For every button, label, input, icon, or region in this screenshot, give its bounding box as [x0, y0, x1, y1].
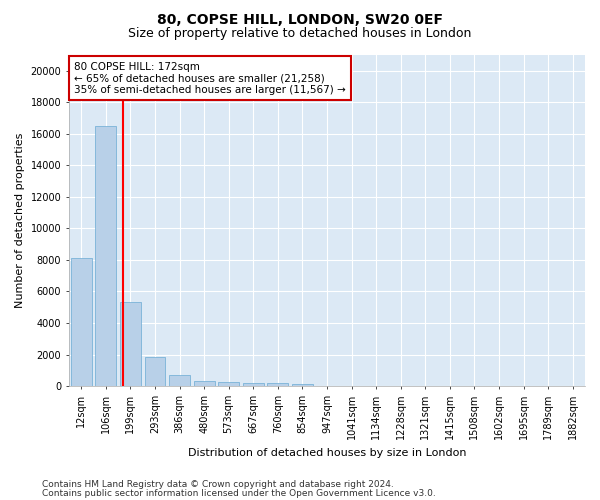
- X-axis label: Distribution of detached houses by size in London: Distribution of detached houses by size …: [188, 448, 466, 458]
- Bar: [145, 357, 166, 386]
- Text: Contains public sector information licensed under the Open Government Licence v3: Contains public sector information licen…: [42, 488, 436, 498]
- Text: Contains HM Land Registry data © Crown copyright and database right 2024.: Contains HM Land Registry data © Crown c…: [42, 480, 394, 489]
- Bar: [268, 384, 288, 386]
- Text: 80 COPSE HILL: 172sqm
← 65% of detached houses are smaller (21,258)
35% of semi-: 80 COPSE HILL: 172sqm ← 65% of detached …: [74, 62, 346, 95]
- Bar: [243, 382, 263, 386]
- Text: Size of property relative to detached houses in London: Size of property relative to detached ho…: [128, 28, 472, 40]
- Bar: [292, 384, 313, 386]
- Y-axis label: Number of detached properties: Number of detached properties: [15, 133, 25, 308]
- Bar: [218, 382, 239, 386]
- Bar: [120, 302, 141, 386]
- Text: 80, COPSE HILL, LONDON, SW20 0EF: 80, COPSE HILL, LONDON, SW20 0EF: [157, 12, 443, 26]
- Bar: [169, 375, 190, 386]
- Bar: [71, 258, 92, 386]
- Bar: [95, 126, 116, 386]
- Bar: [194, 380, 215, 386]
